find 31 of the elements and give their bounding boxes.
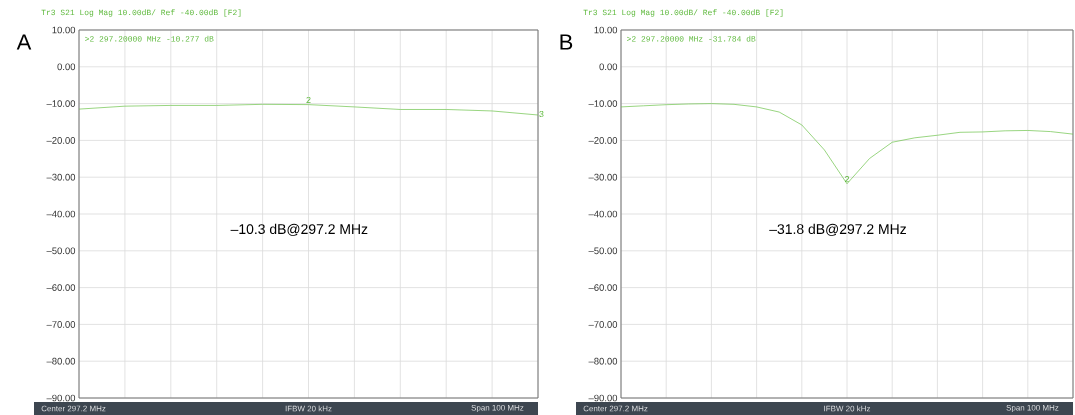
y-tick-label: –60.00: [588, 284, 618, 291]
y-tick-label: 10.00: [594, 26, 618, 34]
y-tick-label: –30.00: [46, 173, 76, 181]
y-tick-label: –80.00: [46, 357, 76, 365]
y-tick-label: –10.00: [46, 100, 76, 107]
line-series: [78, 103, 539, 116]
y-tick-label: 0.00: [57, 63, 76, 71]
line-series: [620, 103, 1074, 185]
y-tick-label: –30.00: [588, 173, 618, 181]
y-tick-label: –20.00: [46, 137, 76, 144]
annotation: –10.3 dB@297.2 MHz: [230, 223, 368, 236]
chart-title: A: [16, 34, 32, 50]
y-tick-label: –90.00: [588, 394, 618, 402]
y-tick-label: –40.00: [46, 210, 76, 218]
annotation: –31.8 dB@297.2 MHz: [769, 223, 906, 236]
y-tick-label: 0.00: [599, 63, 618, 71]
y-tick-label: –10.00: [588, 100, 618, 107]
y-tick-label: –70.00: [588, 321, 618, 328]
y-tick-label: –50.00: [46, 247, 76, 255]
y-tick-label: –90.00: [46, 394, 76, 402]
y-tick-label: –60.00: [46, 284, 76, 291]
annotation: 2: [844, 176, 850, 183]
annotation: 2: [306, 96, 311, 103]
y-tick-label: –50.00: [588, 247, 618, 255]
y-tick-label: –70.00: [46, 321, 76, 328]
y-tick-label: –80.00: [588, 357, 618, 365]
y-tick-label: –20.00: [588, 137, 618, 144]
text: 3: [539, 110, 544, 118]
y-tick-label: –40.00: [588, 210, 618, 218]
y-tick-label: 10.00: [52, 26, 76, 34]
chart-title: B: [560, 34, 573, 50]
